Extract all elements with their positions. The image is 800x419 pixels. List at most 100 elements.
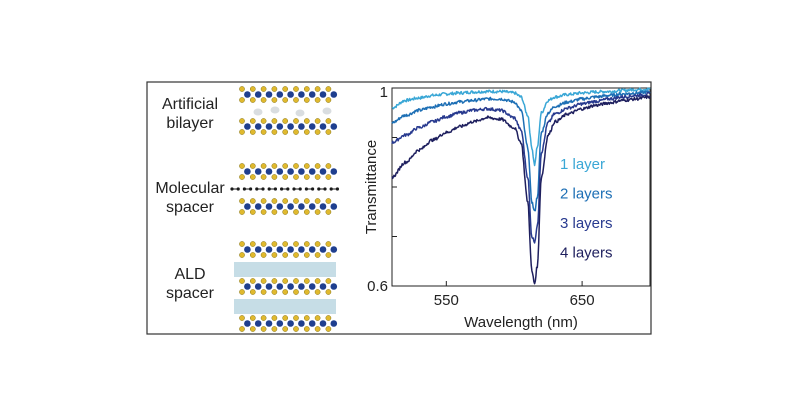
- chalcogen-atom: [314, 129, 321, 135]
- metal-atom: [308, 283, 316, 290]
- legend: 1 layer 2 layers 3 layers 4 layers: [560, 156, 613, 262]
- metal-atom: [276, 123, 284, 130]
- schematic-label-spacer-2: spacer: [166, 285, 215, 302]
- x-tick-label-650: 650: [570, 292, 595, 309]
- legend-entry-2: 2 layers: [560, 186, 613, 203]
- chalcogen-atom: [239, 252, 245, 258]
- schematic-label-artificial: Artificial: [162, 96, 218, 113]
- chalcogen-atom: [293, 129, 299, 135]
- metal-atom: [319, 168, 327, 175]
- chalcogen-atom: [293, 86, 299, 92]
- molecule-dot: [230, 187, 234, 191]
- chalcogen-atom: [303, 129, 310, 135]
- chalcogen-atom: [260, 209, 267, 215]
- chalcogen-atom: [314, 174, 321, 180]
- chalcogen-atom: [282, 198, 289, 204]
- chalcogen-atom: [314, 289, 321, 295]
- schematic-label-bilayer: bilayer: [166, 115, 214, 132]
- molecule-dot: [267, 187, 271, 191]
- ald-oxide-layer: [234, 262, 336, 277]
- chalcogen-atom: [325, 252, 332, 258]
- legend-entry-4: 4 layers: [560, 245, 613, 262]
- chalcogen-atom: [293, 315, 299, 321]
- series-curves: [391, 87, 651, 285]
- metal-atom: [319, 91, 327, 98]
- chalcogen-atom: [325, 129, 332, 135]
- metal-atom: [287, 168, 294, 175]
- chalcogen-atom: [239, 315, 245, 321]
- chalcogen-atom: [303, 174, 310, 180]
- chalcogen-atom: [260, 278, 267, 284]
- metal-atom: [265, 320, 273, 327]
- vacancy-blob: [270, 106, 280, 114]
- chalcogen-atom: [271, 118, 278, 124]
- chalcogen-atom: [314, 252, 321, 258]
- metal-atom: [244, 123, 251, 130]
- chalcogen-atom: [303, 209, 310, 215]
- molecule-dot: [329, 187, 333, 191]
- metal-atom: [254, 203, 262, 210]
- chalcogen-atom: [249, 289, 256, 295]
- molecule-dot: [273, 187, 277, 191]
- metal-atom: [319, 123, 327, 130]
- chalcogen-atom: [303, 163, 310, 169]
- ald-bottom-layer: [239, 315, 338, 332]
- chalcogen-atom: [249, 278, 256, 284]
- chalcogen-atom: [303, 278, 310, 284]
- chalcogen-atom: [260, 241, 267, 247]
- chalcogen-atom: [239, 326, 245, 332]
- metal-atom: [330, 203, 338, 210]
- metal-atom: [254, 283, 262, 290]
- chalcogen-atom: [271, 198, 278, 204]
- metal-atom: [308, 168, 316, 175]
- ald-middle-layer: [239, 278, 338, 295]
- molecule-dot: [304, 187, 308, 191]
- chalcogen-atom: [282, 86, 289, 92]
- metal-atom: [276, 168, 284, 175]
- molecule-dot: [261, 187, 265, 191]
- chalcogen-atom: [325, 209, 332, 215]
- chalcogen-atom: [249, 241, 256, 247]
- chalcogen-atom: [325, 118, 332, 124]
- chalcogen-atom: [260, 326, 267, 332]
- metal-atom: [287, 203, 294, 210]
- molecule-dot: [292, 187, 296, 191]
- molecule-dot: [236, 187, 240, 191]
- molecule-dot: [335, 187, 339, 191]
- metal-atom: [330, 91, 338, 98]
- chalcogen-atom: [271, 241, 278, 247]
- chalcogen-atom: [282, 118, 289, 124]
- schematic-labels: Artificial bilayer Molecular spacer ALD …: [155, 96, 225, 302]
- molecule-dot: [255, 187, 259, 191]
- metal-atom: [330, 246, 338, 253]
- chalcogen-atom: [260, 163, 267, 169]
- axis-ticks: 550 650 0.6 1: [367, 84, 594, 309]
- metal-atom: [254, 123, 262, 130]
- chalcogen-atom: [282, 241, 289, 247]
- chalcogen-atom: [314, 198, 321, 204]
- chalcogen-atom: [282, 209, 289, 215]
- chalcogen-atom: [271, 97, 278, 103]
- chalcogen-atom: [249, 118, 256, 124]
- chalcogen-atom: [249, 163, 256, 169]
- chalcogen-atom: [260, 129, 267, 135]
- metal-atom: [330, 168, 338, 175]
- chalcogen-atom: [260, 289, 267, 295]
- chalcogen-atom: [271, 326, 278, 332]
- chalcogen-atom: [325, 97, 332, 103]
- chalcogen-atom: [271, 289, 278, 295]
- metal-atom: [287, 246, 294, 253]
- metal-atom: [265, 203, 273, 210]
- chalcogen-atom: [293, 241, 299, 247]
- chalcogen-atom: [325, 241, 332, 247]
- chalcogen-atom: [325, 278, 332, 284]
- metal-atom: [298, 91, 305, 98]
- ald-oxide-layer: [234, 299, 336, 314]
- chalcogen-atom: [239, 86, 245, 92]
- molecule-dot: [311, 187, 315, 191]
- y-tick-label-0.6: 0.6: [367, 278, 388, 295]
- metal-atom: [244, 91, 251, 98]
- metal-atom: [254, 246, 262, 253]
- y-axis-label: Transmittance: [363, 140, 380, 234]
- metal-atom: [330, 283, 338, 290]
